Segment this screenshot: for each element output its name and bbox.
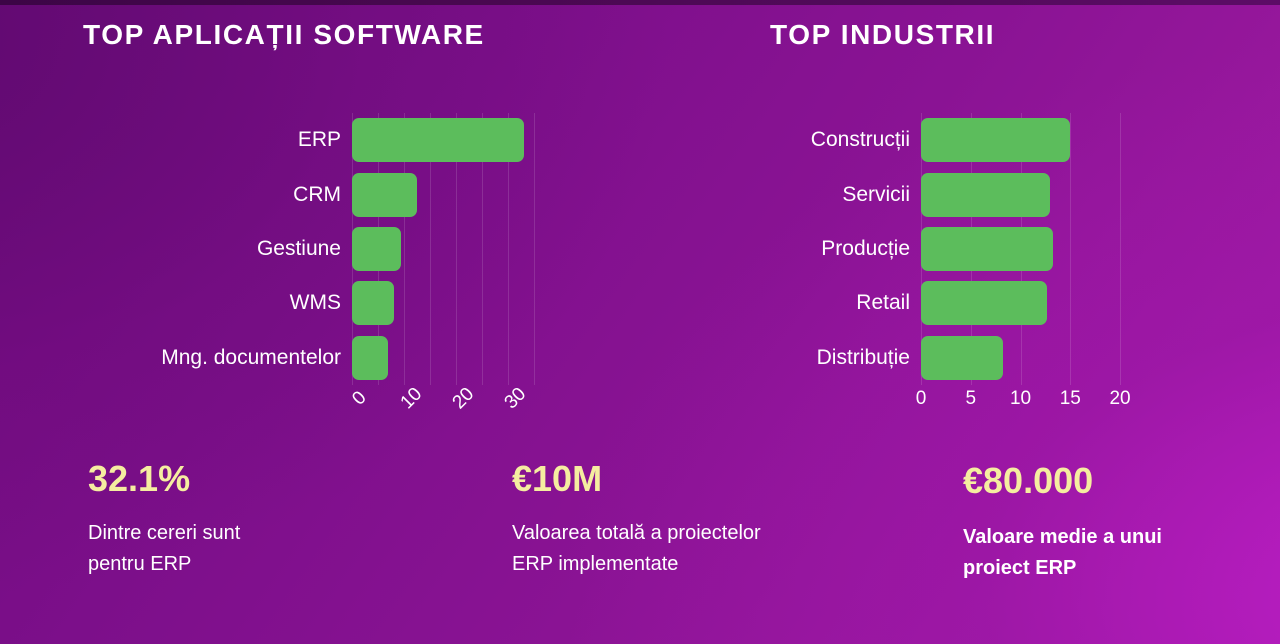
x-tick-label: 10 [1009, 388, 1032, 409]
bar-row: Gestiune [257, 227, 534, 271]
stat-description-line2: proiect ERP [963, 556, 1077, 579]
stat-description-line1: Valoare medie a unui [963, 525, 1162, 548]
bar-category-label: WMS [289, 291, 341, 315]
bar-category-label: Retail [856, 291, 910, 315]
gridline [456, 113, 457, 385]
right-chart-title: TOP INDUSTRII [770, 19, 996, 50]
bar [921, 335, 1003, 380]
x-tick-label: 0 [915, 388, 927, 409]
x-tick-label: 5 [965, 388, 977, 409]
x-tick-label: 20 [448, 383, 479, 414]
bar [921, 118, 1071, 163]
bar-row: Producție [821, 227, 1130, 271]
bar-category-label: Distribuție [816, 345, 910, 369]
stat-card-requests: 32.1% Dintre cereri sunt pentru ERP [88, 460, 468, 580]
stat-value: 32.1% [88, 458, 191, 499]
bar-category-label: CRM [293, 182, 341, 206]
x-tick-label: 15 [1059, 388, 1081, 409]
stat-card-total-value: €10M Valoarea totală a proiectelor ERP i… [512, 460, 912, 580]
bar [352, 172, 417, 217]
x-tick-label: 30 [500, 383, 531, 414]
left-bar-chart: ERP CRM Gestiune WMS Mng. documentelor 0 10 20… [0, 95, 640, 435]
top-accent-strip [0, 0, 1280, 5]
x-tick-label: 0 [348, 387, 371, 410]
bar [352, 335, 389, 380]
gridline [1120, 113, 1122, 385]
bar-row: Construcții [811, 118, 1130, 163]
bar [921, 172, 1051, 217]
bar-row: Distribuție [817, 335, 1130, 380]
bar-row: ERP [298, 118, 534, 163]
bar-row: Servicii [842, 172, 1130, 217]
bar [921, 227, 1054, 271]
bar-row: Retail [856, 281, 1130, 326]
bar-category-label: ERP [297, 128, 341, 152]
gridline [430, 113, 431, 385]
stat-value: €80.000 [963, 460, 1094, 501]
stat-value: €10M [512, 458, 603, 499]
stat-description-line1: Dintre cereri sunt [88, 521, 241, 544]
stat-description-line2: ERP implementate [512, 552, 679, 575]
stat-description-line2: pentru ERP [88, 552, 192, 575]
x-tick-label: 20 [1109, 388, 1131, 409]
left-plot-area: ERP CRM Gestiune WMS Mng. documentelor [161, 113, 535, 385]
bar-row: WMS [290, 281, 534, 326]
bar-category-label: Construcții [810, 128, 910, 152]
right-plot-area: Construcții Servicii Producție Retail Distri… [811, 113, 1130, 385]
bar [352, 118, 524, 163]
gridline [482, 113, 483, 385]
stat-description: Valoarea totală a proiectelor ERP implem… [512, 518, 912, 580]
left-chart-title: TOP APLICAȚII SOFTWARE [83, 19, 485, 50]
bar [352, 281, 394, 326]
stat-card-average-value: €80.000 Valoare medie a unui proiect ERP [963, 462, 1263, 584]
gridline [534, 113, 535, 385]
bar-row: Mng. documentelor [161, 335, 534, 380]
bar-category-label: Producție [821, 237, 910, 260]
bar [352, 227, 402, 271]
stat-description: Valoare medie a unui proiect ERP [963, 522, 1263, 584]
bar-category-label: Servicii [842, 182, 910, 206]
stat-description: Dintre cereri sunt pentru ERP [88, 518, 468, 580]
x-tick-label: 10 [396, 383, 427, 414]
bar-row: CRM [293, 172, 534, 217]
stat-description-line1: Valoarea totală a proiectelor [512, 521, 761, 544]
bar [921, 281, 1048, 326]
right-bar-chart: Construcții Servicii Producție Retail Distri… [640, 95, 1280, 435]
gridline [508, 113, 509, 385]
gridline [404, 113, 405, 385]
bar-category-label: Gestiune [256, 237, 341, 260]
gridline [1070, 113, 1072, 385]
bar-category-label: Mng. documentelor [161, 345, 341, 369]
